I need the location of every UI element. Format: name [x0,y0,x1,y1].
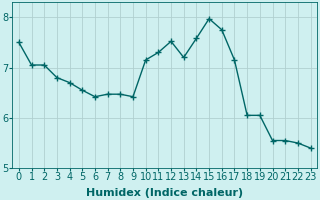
X-axis label: Humidex (Indice chaleur): Humidex (Indice chaleur) [86,188,243,198]
